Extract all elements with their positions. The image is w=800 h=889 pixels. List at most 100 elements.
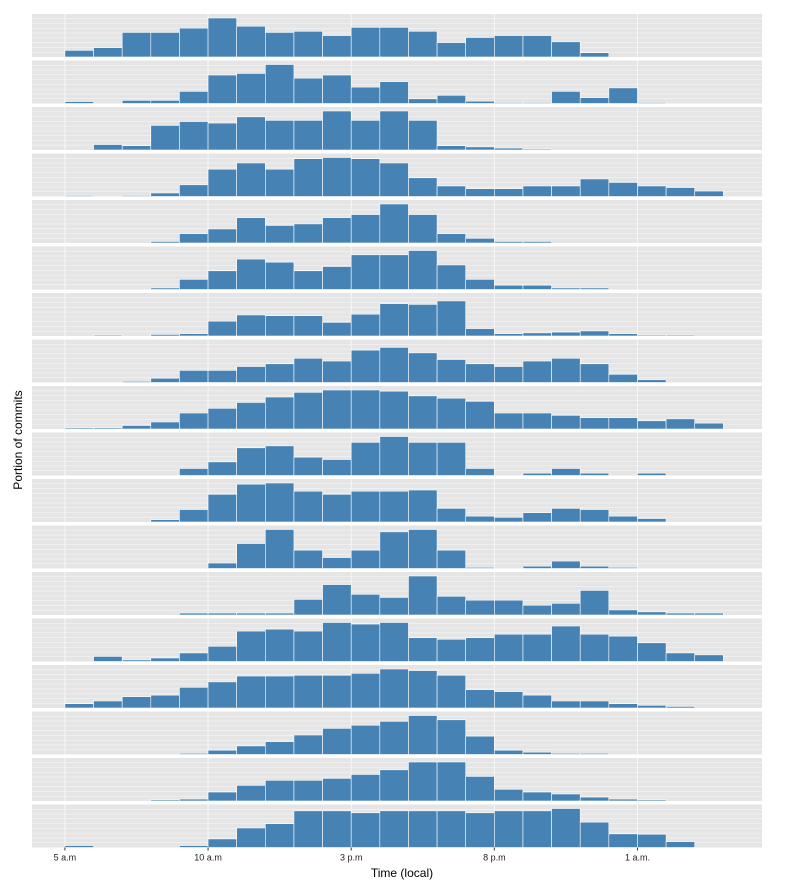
- bar: [408, 30, 438, 58]
- bar: [436, 638, 467, 662]
- bar: [465, 468, 495, 476]
- bar: [179, 652, 209, 662]
- bar: [436, 549, 467, 569]
- bar: [121, 145, 152, 151]
- bar: [265, 32, 295, 58]
- bar: [379, 303, 409, 337]
- bar: [465, 599, 495, 616]
- bar: [150, 192, 180, 197]
- bar: [293, 810, 323, 848]
- bar: [579, 700, 610, 709]
- bar: [379, 27, 409, 58]
- bar: [350, 120, 381, 151]
- bar: [465, 689, 495, 709]
- bar: [436, 442, 467, 476]
- bar: [494, 102, 524, 104]
- bar: [579, 796, 610, 802]
- bar: [522, 472, 552, 476]
- bar: [551, 331, 581, 337]
- panel-9: [32, 386, 762, 430]
- bar: [494, 147, 524, 151]
- bar: [179, 333, 209, 337]
- bar: [293, 270, 323, 290]
- bar: [522, 791, 552, 802]
- bar: [293, 490, 323, 523]
- bar: [207, 612, 237, 616]
- bar: [64, 703, 94, 709]
- panel-16: [32, 711, 762, 755]
- bar: [207, 74, 237, 104]
- bar: [350, 490, 381, 523]
- bar: [408, 120, 438, 151]
- bar: [265, 396, 295, 430]
- bar: [608, 374, 638, 383]
- bar: [408, 670, 438, 709]
- bar: [608, 182, 638, 197]
- bar: [465, 776, 495, 802]
- panel-7: [32, 293, 762, 337]
- bar: [293, 780, 323, 802]
- bar: [408, 98, 438, 104]
- bar: [121, 100, 152, 104]
- bar: [494, 810, 524, 848]
- bar: [93, 427, 123, 430]
- bar: [207, 838, 237, 848]
- bar: [579, 52, 610, 58]
- bar: [236, 447, 266, 476]
- bar: [150, 32, 180, 58]
- bar: [322, 389, 352, 430]
- bar: [551, 415, 581, 430]
- bar: [179, 687, 209, 709]
- bar: [379, 597, 409, 616]
- bar: [379, 769, 409, 802]
- bar: [236, 73, 266, 104]
- bar: [551, 468, 581, 476]
- bar: [265, 64, 295, 104]
- bar: [293, 30, 323, 58]
- bar: [551, 602, 581, 616]
- bar: [150, 657, 180, 662]
- bar: [350, 349, 381, 383]
- bar: [322, 728, 352, 755]
- bar: [436, 359, 467, 383]
- bar: [522, 810, 552, 848]
- bar: [551, 287, 581, 290]
- bar: [207, 168, 237, 197]
- bar: [465, 279, 495, 290]
- bar: [379, 436, 409, 476]
- bar: [408, 575, 438, 616]
- bar: [436, 185, 467, 197]
- bar: [236, 258, 266, 290]
- bar: [579, 287, 610, 290]
- bar: [522, 284, 552, 290]
- bar: [465, 515, 495, 523]
- bar: [207, 408, 237, 430]
- bar: [436, 95, 467, 104]
- bar: [179, 184, 209, 197]
- panel-18: [32, 804, 762, 848]
- bar: [551, 358, 581, 383]
- bar: [551, 41, 581, 58]
- bar: [121, 195, 152, 197]
- bar: [465, 363, 495, 383]
- bar: [465, 812, 495, 848]
- bar: [236, 612, 266, 616]
- bar: [637, 611, 667, 616]
- bar: [637, 472, 667, 476]
- bar: [179, 91, 209, 104]
- bar: [179, 279, 209, 290]
- x-tick-label: 8 p.m: [483, 853, 506, 863]
- bar: [465, 401, 495, 430]
- bar: [265, 168, 295, 197]
- bar: [350, 86, 381, 104]
- bar: [579, 417, 610, 430]
- bar: [236, 785, 266, 802]
- bar: [350, 313, 381, 337]
- bar: [265, 628, 295, 662]
- bar: [608, 798, 638, 802]
- bar: [408, 177, 438, 197]
- bar: [236, 483, 266, 523]
- bar: [522, 360, 552, 383]
- bar: [179, 370, 209, 383]
